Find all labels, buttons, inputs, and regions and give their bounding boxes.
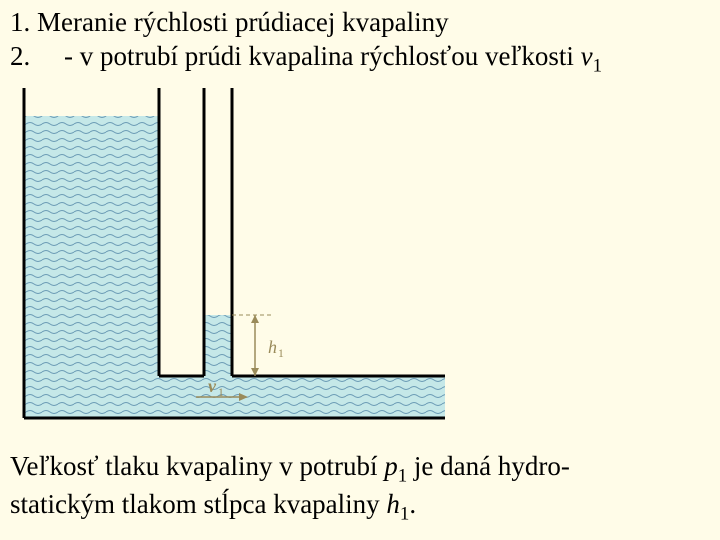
svg-text:h: h xyxy=(268,337,277,357)
heading-block: 1. Meranie rýchlosti prúdiacej kvapaliny… xyxy=(10,6,602,78)
svg-text:1: 1 xyxy=(218,386,224,399)
var-p: p xyxy=(384,451,398,481)
caption-part-a: Veľkosť tlaku kvapaliny v potrubí xyxy=(10,451,384,481)
var-v-sub: 1 xyxy=(593,55,602,76)
caption-part-c: statickým tlakom stĺpca kvapaliny xyxy=(10,489,386,519)
var-p-sub: 1 xyxy=(398,465,407,486)
heading-line-2: 2. - v potrubí prúdi kvapalina rýchlosťo… xyxy=(10,40,602,78)
heading-1-body: Meranie rýchlosti prúdiacej kvapaliny xyxy=(37,7,449,37)
caption-part-b: je daná hydro- xyxy=(407,451,570,481)
svg-text:v: v xyxy=(208,376,217,396)
diagram-svg: h1v1 xyxy=(10,88,445,423)
svg-text:1: 1 xyxy=(278,347,284,360)
caption-block: Veľkosť tlaku kvapaliny v potrubí p1 je … xyxy=(10,450,710,526)
heading-line-1: 1. Meranie rýchlosti prúdiacej kvapaliny xyxy=(10,6,602,40)
var-h-sub: 1 xyxy=(400,503,409,524)
heading-2-body: - v potrubí prúdi kvapalina rýchlosťou v… xyxy=(64,41,581,71)
var-h: h xyxy=(386,489,400,519)
list-number-1: 1. xyxy=(10,7,30,37)
list-number-2: 2. xyxy=(10,41,30,71)
caption-part-d: . xyxy=(409,489,416,519)
fluid-diagram: h1v1 xyxy=(10,88,445,423)
var-v: v xyxy=(581,41,593,71)
